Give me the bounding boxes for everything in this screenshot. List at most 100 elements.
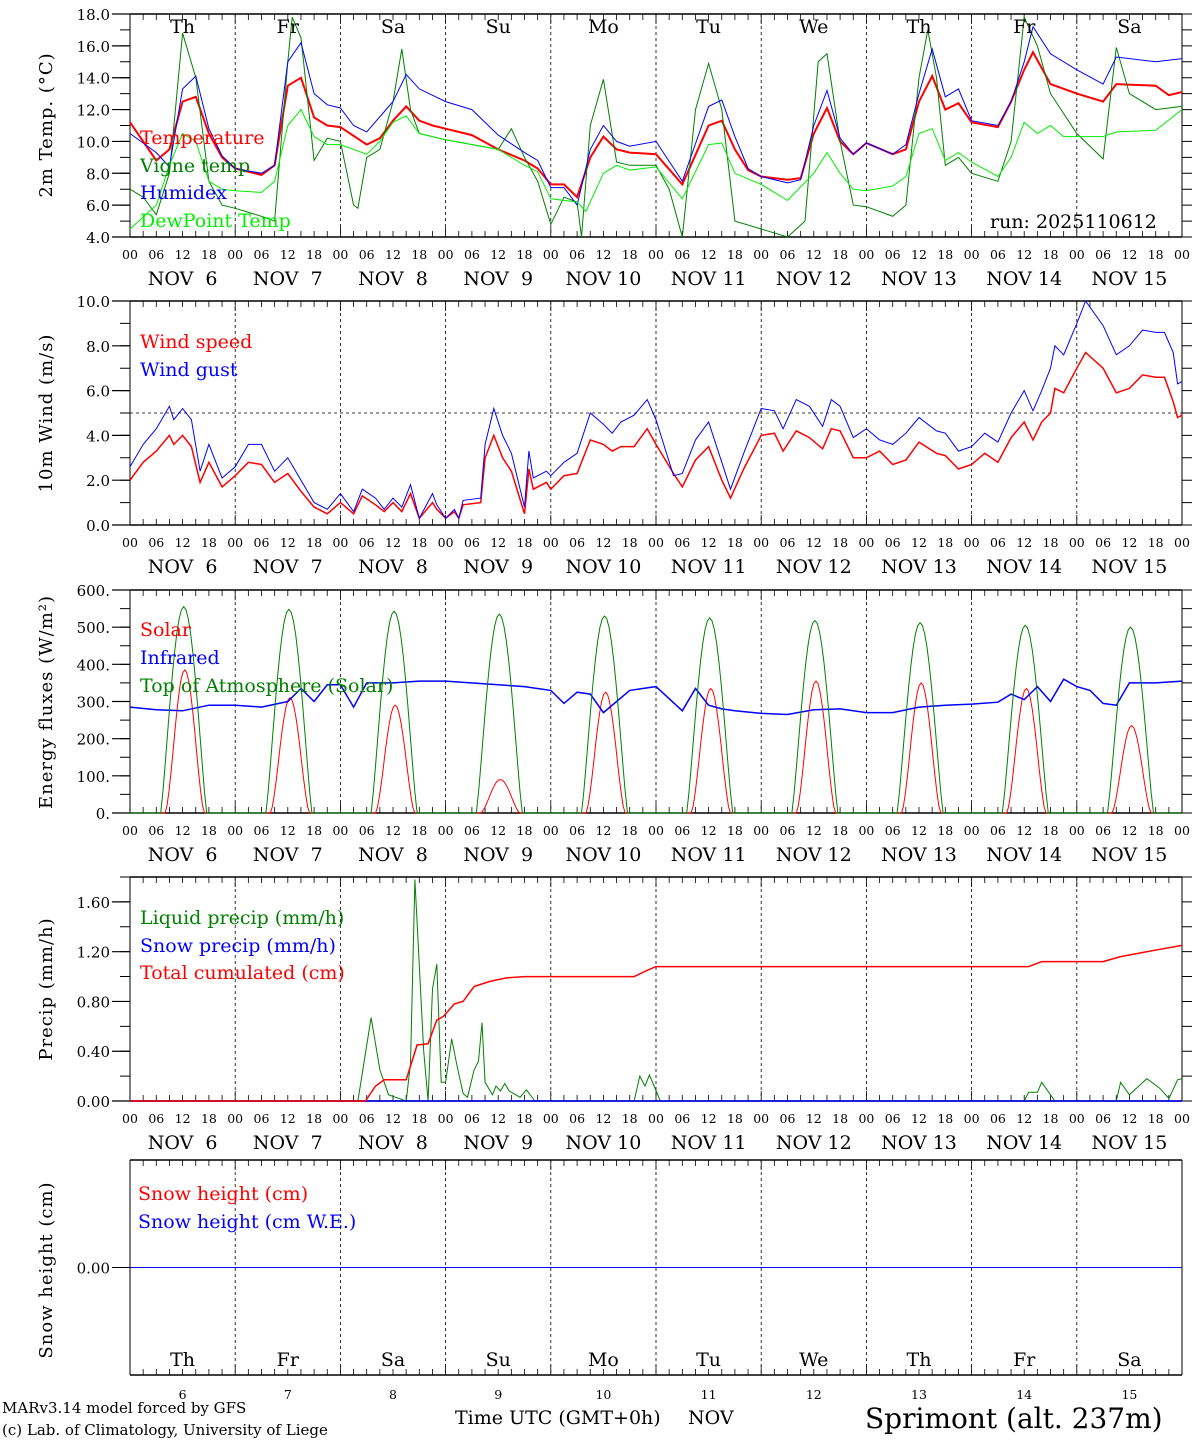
- x-date-label: NOV 13: [881, 1132, 957, 1154]
- x-hour-label: 12: [701, 1111, 717, 1126]
- x-hour-label: 00: [227, 247, 243, 262]
- x-hour-label: 00: [648, 247, 664, 262]
- y-tick-label: 16.0: [77, 38, 110, 56]
- day-number: 9: [494, 1387, 502, 1402]
- x-axis-month: NOV: [688, 1407, 734, 1429]
- x-hour-label: 00: [753, 1111, 769, 1126]
- x-date-label: NOV 7: [253, 268, 323, 290]
- x-hour-label: 12: [280, 535, 296, 550]
- x-hour-label: 18: [306, 247, 322, 262]
- y-tick-label: 400.: [77, 656, 110, 674]
- x-hour-label: 18: [1043, 823, 1059, 838]
- series-line-dewpoint-temp: [129, 108, 1183, 230]
- x-hour-label: 00: [964, 535, 980, 550]
- y-axis-title: 2m Temp. (°C): [36, 52, 57, 197]
- x-hour-label: 00: [1174, 1111, 1190, 1126]
- y-tick-label: 300.: [77, 694, 110, 712]
- series-line-humidex: [129, 25, 1183, 207]
- x-hour-label: 00: [1069, 823, 1085, 838]
- day-number: 11: [701, 1387, 717, 1402]
- day-number: 15: [1121, 1387, 1137, 1402]
- x-hour-label: 18: [306, 823, 322, 838]
- x-hour-label: 06: [464, 1111, 480, 1126]
- x-hour-label: 00: [122, 535, 138, 550]
- x-date-label: NOV 7: [253, 1132, 323, 1154]
- x-hour-label: 06: [569, 247, 585, 262]
- x-date-label: NOV 15: [1091, 556, 1167, 578]
- y-tick-label: 0.00: [77, 1260, 110, 1278]
- x-hour-label: 12: [1121, 1111, 1137, 1126]
- x-hour-label: 00: [1174, 535, 1190, 550]
- x-hour-label: 06: [990, 535, 1006, 550]
- x-hour-label: 18: [517, 823, 533, 838]
- y-tick-label: 8.0: [86, 165, 110, 183]
- x-hour-label: 00: [122, 247, 138, 262]
- x-hour-label: 18: [727, 1111, 743, 1126]
- day-number: 8: [389, 1387, 397, 1402]
- x-hour-label: 18: [832, 1111, 848, 1126]
- series-line-top-of-atmosphere-solar-: [130, 605, 1182, 814]
- x-hour-label: 06: [990, 1111, 1006, 1126]
- legend-entry: Total cumulated (cm): [140, 962, 345, 984]
- y-tick-label: 600.: [77, 582, 110, 600]
- x-date-label: NOV 8: [358, 844, 428, 866]
- location-title: Sprimont (alt. 237m): [865, 1402, 1163, 1435]
- x-hour-label: 18: [727, 823, 743, 838]
- x-date-label: NOV 14: [986, 1132, 1062, 1154]
- x-date-label: NOV 13: [881, 268, 957, 290]
- legend-entry: Infrared: [140, 647, 220, 669]
- x-hour-label: 06: [780, 823, 796, 838]
- day-name-bottom: Tu: [696, 1349, 721, 1371]
- footer-credit: (c) Lab. of Climatology, University of L…: [2, 1421, 328, 1439]
- x-hour-label: 06: [254, 823, 270, 838]
- x-hour-label: 18: [1148, 247, 1164, 262]
- x-date-label: NOV 10: [565, 1132, 641, 1154]
- x-hour-label: 00: [648, 823, 664, 838]
- y-tick-label: 0.80: [77, 993, 110, 1011]
- day-name-top: Sa: [381, 16, 405, 38]
- x-date-label: NOV 8: [358, 268, 428, 290]
- x-hour-label: 18: [1043, 535, 1059, 550]
- x-hour-label: 12: [1121, 535, 1137, 550]
- x-hour-label: 12: [175, 823, 191, 838]
- series-line-vigne-temp: [129, 15, 1183, 238]
- x-date-label: NOV 9: [463, 268, 533, 290]
- x-hour-label: 12: [385, 823, 401, 838]
- x-hour-label: 12: [911, 247, 927, 262]
- y-tick-label: 6.0: [86, 197, 110, 215]
- x-hour-label: 18: [937, 247, 953, 262]
- x-date-label: NOV 11: [671, 556, 747, 578]
- x-hour-label: 12: [701, 535, 717, 550]
- x-hour-label: 00: [543, 247, 559, 262]
- x-hour-label: 06: [1095, 247, 1111, 262]
- x-hour-label: 00: [438, 535, 454, 550]
- x-hour-label: 18: [517, 247, 533, 262]
- x-date-label: NOV 9: [463, 556, 533, 578]
- x-hour-label: 00: [1174, 247, 1190, 262]
- y-axis-title: 10m Wind (m/s): [36, 334, 57, 493]
- legend-entry: Temperature: [140, 127, 264, 149]
- x-date-label: NOV 7: [253, 844, 323, 866]
- x-hour-label: 00: [753, 535, 769, 550]
- x-date-label: NOV 12: [776, 556, 852, 578]
- series-line-wind-gust: [129, 299, 1183, 520]
- day-name-bottom: Th: [907, 1349, 932, 1371]
- series-line-total-cumulated-cm-: [130, 944, 1183, 1102]
- x-date-label: NOV 10: [565, 844, 641, 866]
- x-hour-label: 12: [806, 535, 822, 550]
- x-hour-label: 06: [464, 247, 480, 262]
- x-hour-label: 06: [254, 247, 270, 262]
- legend-entry: Wind gust: [140, 359, 238, 381]
- hour-ticks: [129, 14, 1183, 237]
- legend-entry: Wind speed: [140, 331, 252, 353]
- x-date-label: NOV 9: [463, 1132, 533, 1154]
- x-hour-label: 12: [490, 247, 506, 262]
- x-date-label: NOV 12: [776, 1132, 852, 1154]
- x-hour-label: 00: [648, 535, 664, 550]
- day-number: 7: [284, 1387, 292, 1402]
- x-hour-label: 18: [937, 823, 953, 838]
- x-hour-label: 00: [332, 823, 348, 838]
- x-hour-label: 12: [595, 823, 611, 838]
- x-hour-label: 00: [227, 535, 243, 550]
- y-tick-label: 18.0: [77, 6, 110, 24]
